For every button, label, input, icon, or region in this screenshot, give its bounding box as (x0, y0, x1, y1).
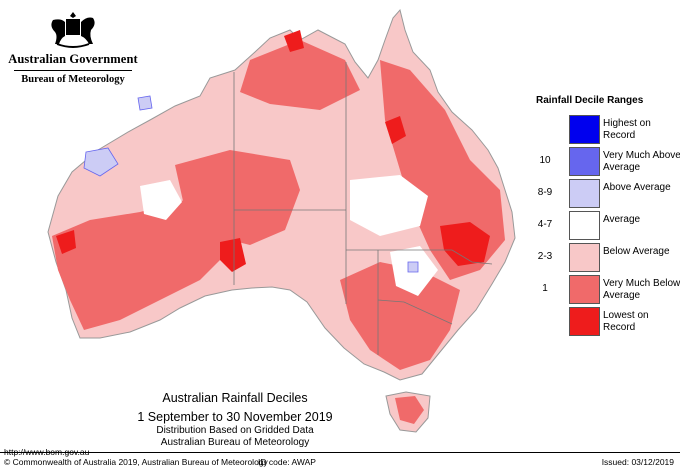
legend-item-below-average: 2-3 Below Average (530, 243, 680, 274)
region-above-average-1 (83, 147, 119, 177)
footer-bar (0, 452, 680, 468)
legend-item-above-average: 8-9 Above Average (530, 179, 680, 210)
region-above-average-2 (137, 95, 153, 111)
legend-label: Very Much Below Average (603, 278, 680, 301)
legend-label: Below Average (603, 246, 670, 257)
region-average-2 (350, 175, 428, 236)
legend-swatch (569, 147, 600, 176)
agency-logo: Australian Government Bureau of Meteorol… (8, 8, 138, 85)
legend-swatch (569, 275, 600, 304)
state-borders (233, 62, 493, 355)
legend-item-very-much-above: 10 Very Much Above Average (530, 147, 680, 178)
legend-label: Lowest on Record (603, 310, 649, 333)
legend-label: Above Average (603, 182, 671, 193)
map-source: Australian Bureau of Meteorology (160, 437, 310, 448)
legend-title: Rainfall Decile Ranges (536, 95, 644, 106)
region-very-much-below-tasmania (395, 396, 424, 424)
region-lowest-on-record-2 (385, 116, 406, 144)
legend-code: 8-9 (537, 187, 553, 198)
legend-swatch (569, 307, 600, 336)
legend-code: 4-7 (537, 219, 553, 230)
region-lowest-on-record-5 (284, 30, 304, 52)
map-title: Australian Rainfall Deciles (162, 391, 308, 405)
legend-item-highest-on-record: Highest on Record (530, 115, 680, 146)
legend-item-average: 4-7 Average (530, 211, 680, 242)
legend-item-very-much-below: 1 Very Much Below Average (530, 275, 680, 306)
legend-swatch (569, 115, 600, 144)
legend-swatch (569, 179, 600, 208)
legend-code: 10 (539, 155, 551, 166)
issued-date: Issued: 03/12/2019 (601, 457, 674, 467)
region-very-much-below-southeast (340, 262, 460, 370)
legend-label: Average (603, 214, 641, 225)
region-very-much-below-top-end (240, 40, 360, 110)
region-average-1 (140, 180, 182, 220)
coat-of-arms-icon (51, 12, 95, 48)
map-caption: Australian Rainfall Deciles 1 September … (110, 391, 360, 448)
region-very-much-below-central (175, 150, 300, 245)
legend-item-lowest-on-record: Lowest on Record (530, 307, 680, 338)
legend-swatch (569, 243, 600, 272)
legend-code: 2-3 (537, 251, 553, 262)
legend-label: Very Much Above Average (603, 150, 680, 173)
map-period: 1 September to 30 November 2019 (137, 410, 333, 424)
government-name: Australian Government (8, 52, 138, 66)
legend-code: 1 (542, 283, 548, 294)
region-lowest-on-record-3 (220, 238, 246, 272)
legend-swatch (569, 211, 600, 240)
region-lowest-on-record-4 (56, 230, 76, 254)
region-above-average-3 (407, 261, 419, 273)
logo-divider (14, 70, 132, 71)
id-code: ID code: AWAP (258, 457, 316, 467)
map-method: Distribution Based on Gridded Data (156, 425, 314, 436)
region-lowest-on-record-1 (440, 222, 490, 266)
bureau-name: Bureau of Meteorology (21, 74, 125, 85)
region-very-much-below-sw (52, 196, 240, 330)
copyright-text: © Commonwealth of Australia 2019, Austra… (4, 457, 268, 467)
legend-label: Highest on Record (603, 118, 651, 141)
